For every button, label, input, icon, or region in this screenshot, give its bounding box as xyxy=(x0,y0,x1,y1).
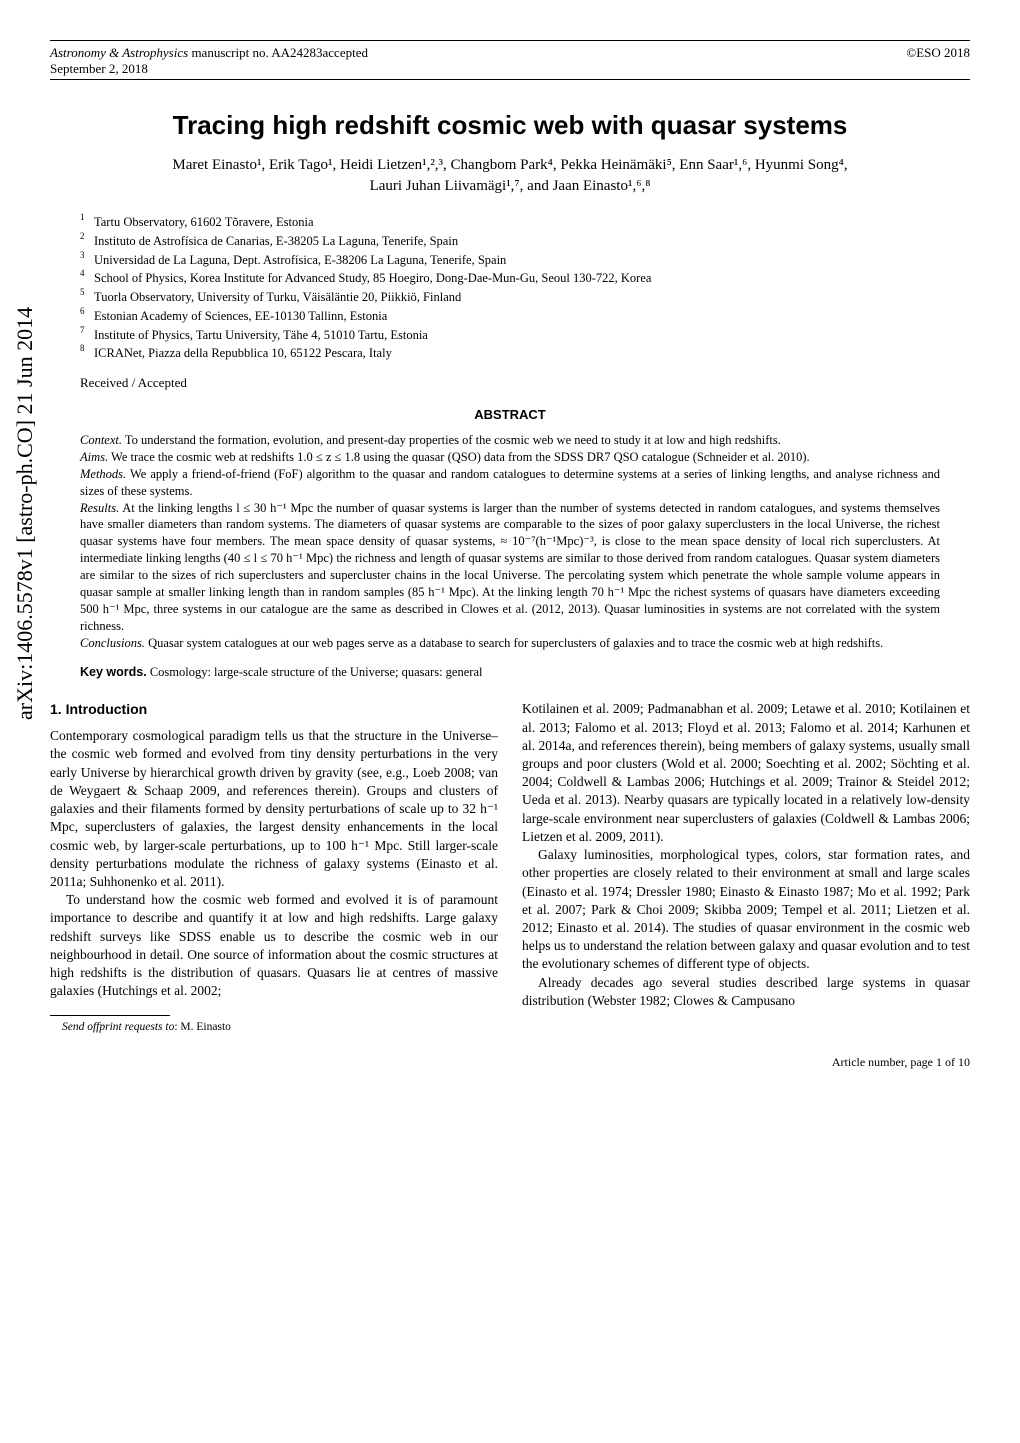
methods-label: Methods. xyxy=(80,467,126,481)
paragraph: Galaxy luminosities, morphological types… xyxy=(522,846,970,974)
results-text: At the linking lengths l ≤ 30 h⁻¹ Mpc th… xyxy=(80,501,940,633)
affl-text: School of Physics, Korea Institute for A… xyxy=(94,269,651,288)
conclusions-label: Conclusions. xyxy=(80,636,145,650)
affiliation: 8ICRANet, Piazza della Repubblica 10, 65… xyxy=(80,344,970,363)
affiliation: 7Institute of Physics, Tartu University,… xyxy=(80,326,970,345)
affiliation: 2Instituto de Astrofísica de Canarias, E… xyxy=(80,232,970,251)
affl-num: 6 xyxy=(80,305,94,324)
results-label: Results. xyxy=(80,501,119,515)
left-column: 1. Introduction Contemporary cosmologica… xyxy=(50,700,498,1035)
affl-text: Instituto de Astrofísica de Canarias, E-… xyxy=(94,232,458,251)
keywords-text: Cosmology: large-scale structure of the … xyxy=(147,665,483,679)
footnote-text: : M. Einasto xyxy=(174,1021,231,1033)
affl-text: Universidad de La Laguna, Dept. Astrofís… xyxy=(94,251,506,270)
affl-num: 7 xyxy=(80,324,94,343)
paper-title: Tracing high redshift cosmic web with qu… xyxy=(50,110,970,141)
arxiv-identifier: arXiv:1406.5578v1 [astro-ph.CO] 21 Jun 2… xyxy=(12,307,38,720)
affiliation: 1Tartu Observatory, 61602 Tõravere, Esto… xyxy=(80,213,970,232)
affiliations: 1Tartu Observatory, 61602 Tõravere, Esto… xyxy=(80,213,970,363)
affl-num: 1 xyxy=(80,211,94,230)
context-label: Context. xyxy=(80,433,122,447)
header-right: ©ESO 2018 xyxy=(906,45,970,77)
header-left: Astronomy & Astrophysics manuscript no. … xyxy=(50,45,368,77)
page-footer: Article number, page 1 of 10 xyxy=(50,1055,970,1070)
header-date: September 2, 2018 xyxy=(50,61,148,76)
two-column-body: 1. Introduction Contemporary cosmologica… xyxy=(50,700,970,1035)
affiliation: 4School of Physics, Korea Institute for … xyxy=(80,269,970,288)
affl-num: 5 xyxy=(80,286,94,305)
keywords: Key words. Cosmology: large-scale struct… xyxy=(80,665,940,680)
footnote-rule xyxy=(50,1015,170,1016)
right-column: Kotilainen et al. 2009; Padmanabhan et a… xyxy=(522,700,970,1035)
authors: Maret Einasto¹, Erik Tago¹, Heidi Lietze… xyxy=(50,155,970,197)
abstract-heading: ABSTRACT xyxy=(50,407,970,422)
paragraph: Kotilainen et al. 2009; Padmanabhan et a… xyxy=(522,700,970,846)
keywords-label: Key words. xyxy=(80,665,147,679)
authors-line1: Maret Einasto¹, Erik Tago¹, Heidi Lietze… xyxy=(172,157,847,173)
affl-num: 2 xyxy=(80,230,94,249)
context-text: To understand the formation, evolution, … xyxy=(122,433,781,447)
received-accepted: Received / Accepted xyxy=(80,375,970,391)
header-bottom-rule xyxy=(50,79,970,80)
journal-name: Astronomy & Astrophysics xyxy=(50,45,188,60)
affiliation: 6Estonian Academy of Sciences, EE-10130 … xyxy=(80,307,970,326)
affl-text: Tartu Observatory, 61602 Tõravere, Eston… xyxy=(94,213,314,232)
section-heading: 1. Introduction xyxy=(50,700,498,719)
footnote: Send offprint requests to: M. Einasto xyxy=(50,1020,498,1036)
authors-line2: Lauri Juhan Liivamägi¹,⁷, and Jaan Einas… xyxy=(370,178,651,194)
abstract-body: Context. To understand the formation, ev… xyxy=(80,432,940,651)
header-row: Astronomy & Astrophysics manuscript no. … xyxy=(50,45,970,77)
paragraph: Already decades ago several studies desc… xyxy=(522,974,970,1010)
affiliation: 5Tuorla Observatory, University of Turku… xyxy=(80,288,970,307)
aims-text: We trace the cosmic web at redshifts 1.0… xyxy=(108,450,810,464)
affl-text: ICRANet, Piazza della Repubblica 10, 651… xyxy=(94,344,392,363)
affl-num: 8 xyxy=(80,342,94,361)
conclusions-text: Quasar system catalogues at our web page… xyxy=(145,636,883,650)
affiliation: 3Universidad de La Laguna, Dept. Astrofí… xyxy=(80,251,970,270)
paragraph: Contemporary cosmological paradigm tells… xyxy=(50,727,498,891)
paragraph: To understand how the cosmic web formed … xyxy=(50,891,498,1000)
footnote-label: Send offprint requests to xyxy=(62,1021,174,1033)
affl-text: Estonian Academy of Sciences, EE-10130 T… xyxy=(94,307,387,326)
affl-num: 3 xyxy=(80,249,94,268)
affl-text: Institute of Physics, Tartu University, … xyxy=(94,326,428,345)
page: arXiv:1406.5578v1 [astro-ph.CO] 21 Jun 2… xyxy=(0,0,1020,1110)
methods-text: We apply a friend-of-friend (FoF) algori… xyxy=(80,467,940,498)
aims-label: Aims. xyxy=(80,450,108,464)
affl-text: Tuorla Observatory, University of Turku,… xyxy=(94,288,461,307)
affl-num: 4 xyxy=(80,267,94,286)
top-rule xyxy=(50,40,970,41)
manuscript-no: manuscript no. AA24283accepted xyxy=(188,45,368,60)
